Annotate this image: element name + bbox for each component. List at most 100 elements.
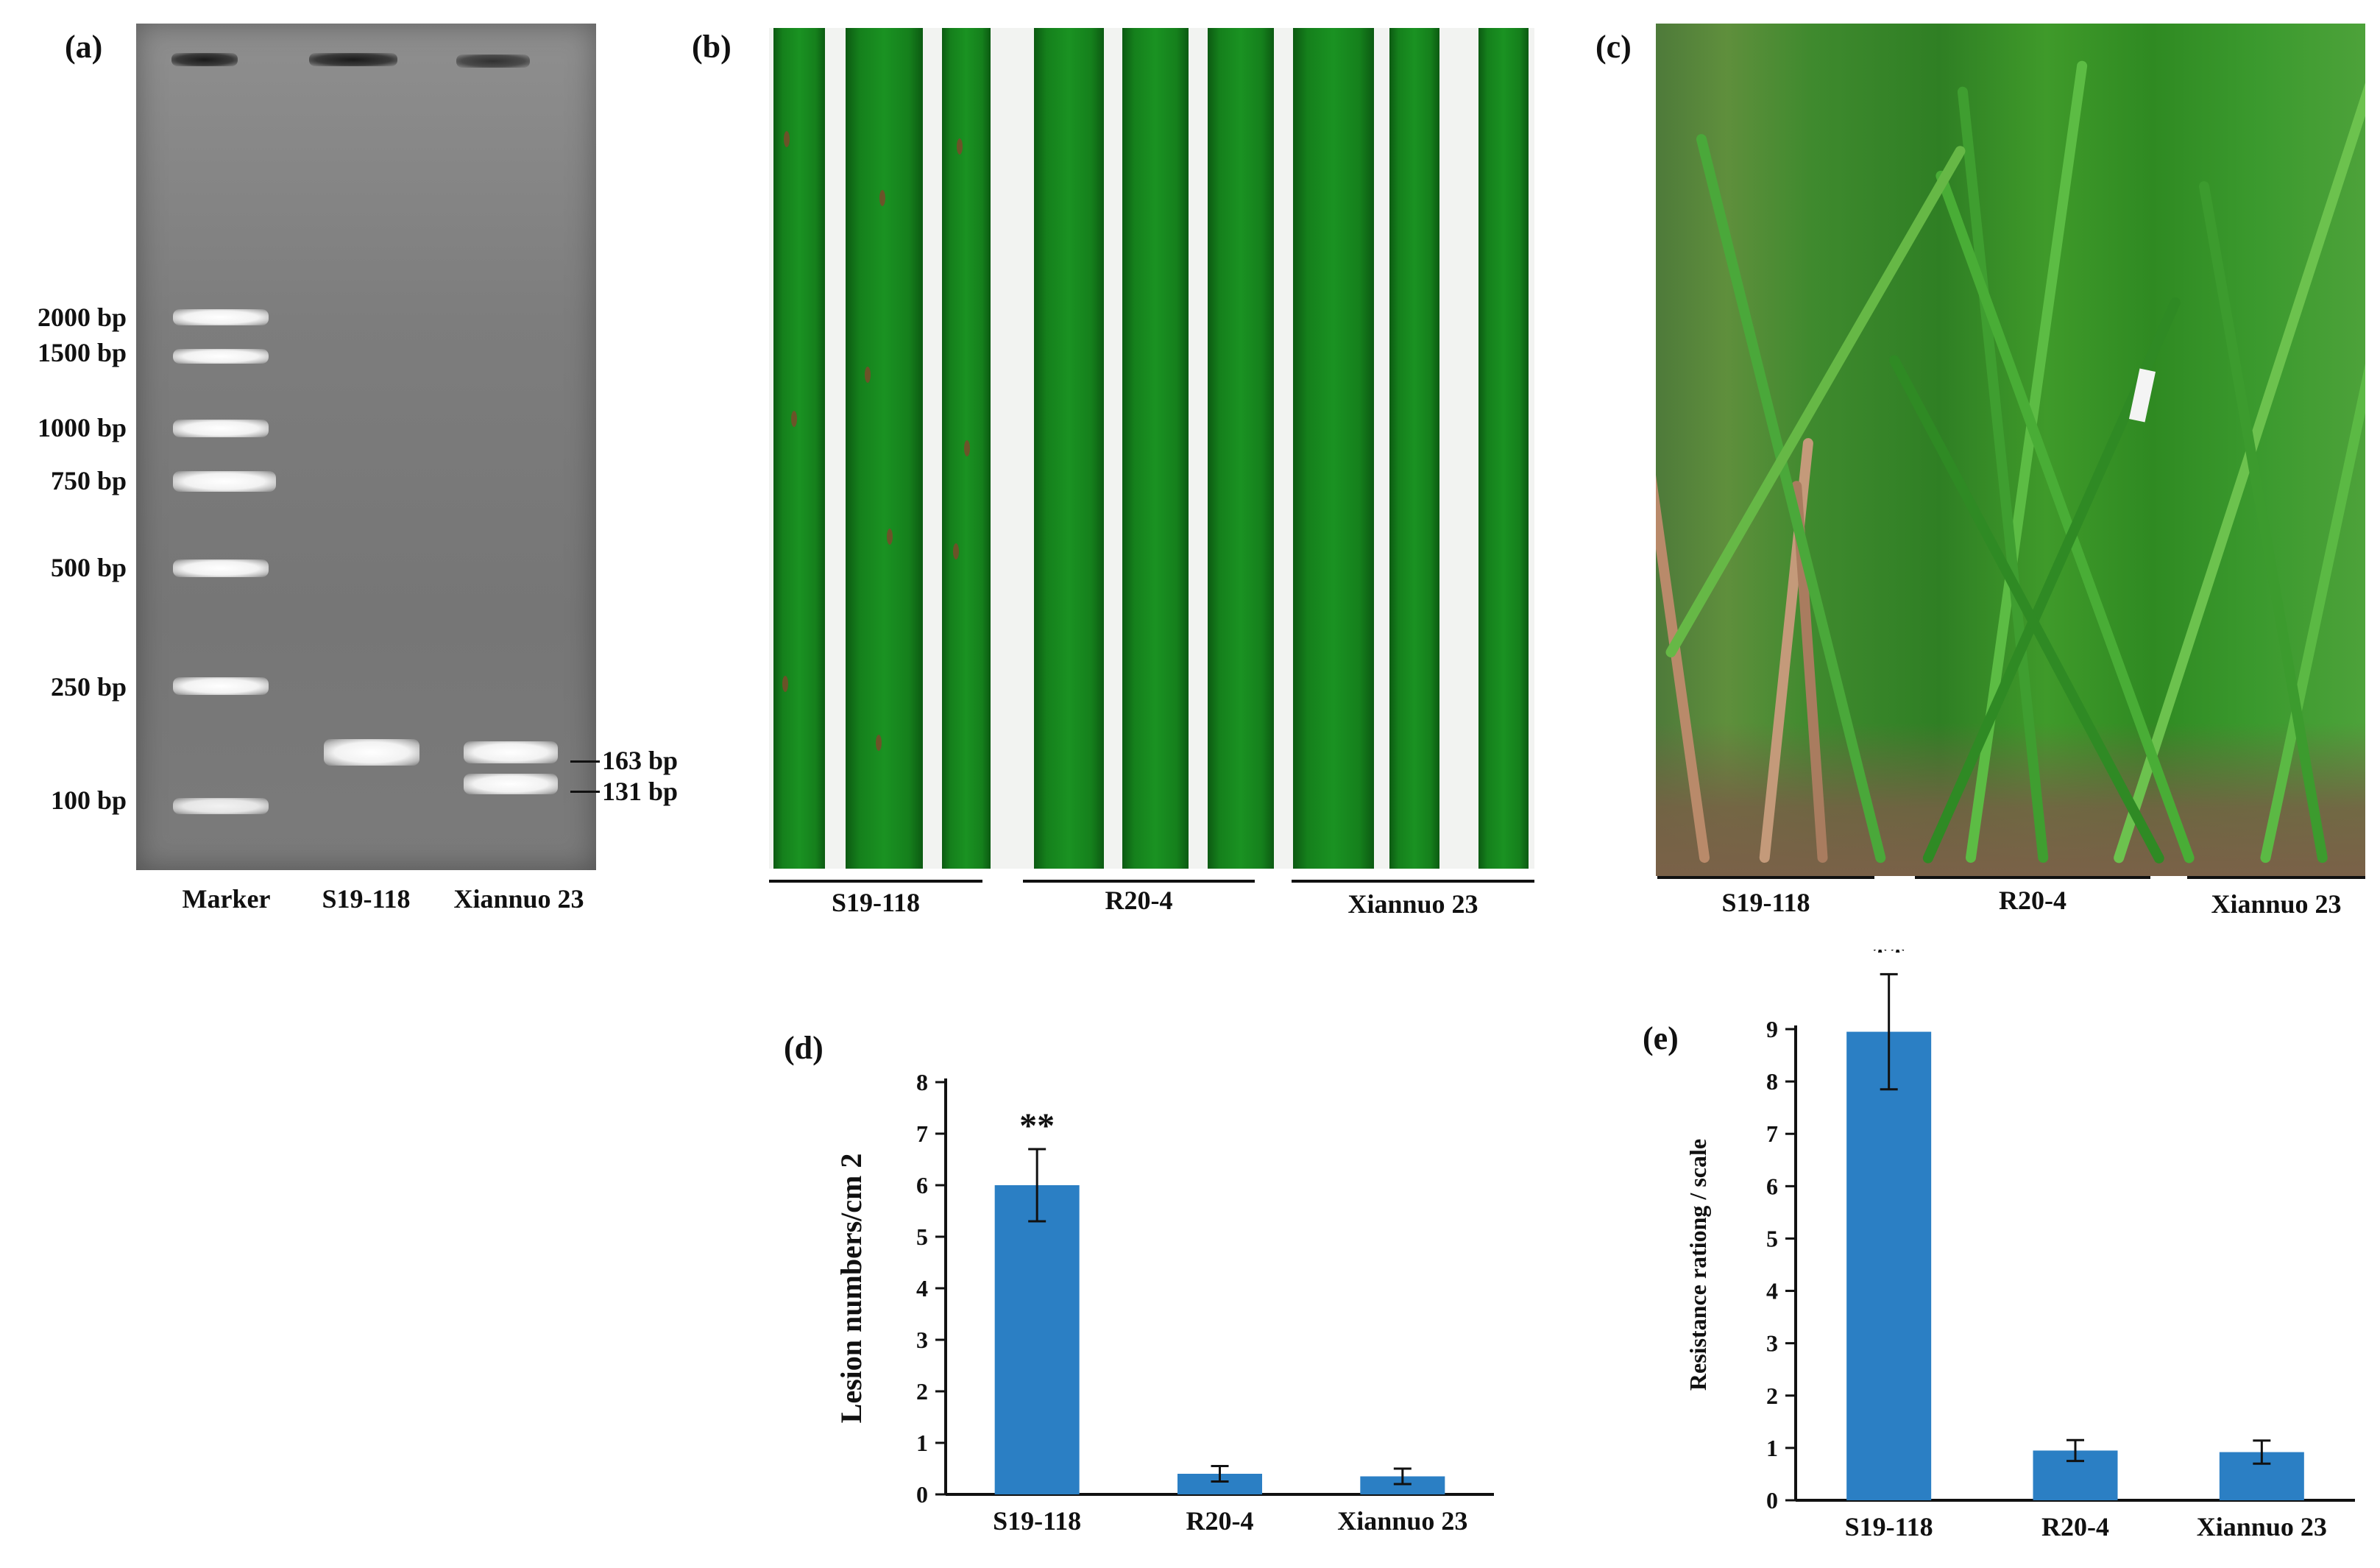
y-tick-label: 6 xyxy=(1766,1173,1778,1199)
y-tick-label: 4 xyxy=(1766,1278,1778,1304)
y-tick-label: 2 xyxy=(916,1378,928,1405)
panel-d-letter: (d) xyxy=(784,1030,824,1066)
category-label: S19-118 xyxy=(993,1506,1081,1536)
y-tick-label: 0 xyxy=(916,1481,928,1508)
lesion-spot xyxy=(865,367,871,383)
group-line-c-xiannuo xyxy=(2187,876,2365,879)
ladder-band-1500 xyxy=(173,349,269,364)
category-label: Xiannuo 23 xyxy=(1337,1506,1467,1536)
group-label-c-xiannuo: Xiannuo 23 xyxy=(2211,889,2342,919)
y-tick-label: 8 xyxy=(916,1069,928,1095)
ladder-band-2000 xyxy=(173,309,269,325)
leaf xyxy=(846,28,923,869)
leaf-photo xyxy=(769,28,1534,869)
y-axis-label: Lesion numbers/cm 2 xyxy=(835,1154,868,1424)
ladder-band-500 xyxy=(173,559,269,577)
y-tick-label: 1 xyxy=(1766,1435,1778,1461)
xiannuo-well xyxy=(456,54,530,68)
y-tick-label: 4 xyxy=(916,1275,928,1302)
leaf xyxy=(1034,28,1104,869)
y-tick-label: 3 xyxy=(1766,1330,1778,1357)
marker-label-250: 250 bp xyxy=(50,672,127,702)
y-axis-label: Resistance rationg / scale xyxy=(1685,1139,1711,1391)
y-tick-label: 8 xyxy=(1766,1068,1778,1095)
y-tick-label: 3 xyxy=(916,1327,928,1353)
green-blade xyxy=(2259,84,2365,864)
lane-label-xiannuo: Xiannuo 23 xyxy=(453,884,584,914)
marker-label-2000: 2000 bp xyxy=(37,303,127,332)
bar xyxy=(994,1185,1080,1494)
ladder-band-100 xyxy=(173,798,269,814)
leaf xyxy=(1478,28,1529,869)
band-label-163: 163 bp xyxy=(602,746,679,775)
marker-label-1500: 1500 bp xyxy=(37,338,127,367)
leaf xyxy=(1389,28,1439,869)
significance-marker: ** xyxy=(1871,950,1907,970)
category-label: Xiannuo 23 xyxy=(2197,1512,2327,1541)
ladder-band-250 xyxy=(173,677,269,695)
marker-label-1000: 1000 bp xyxy=(37,413,127,442)
lesion-spot xyxy=(964,440,970,456)
green-blade xyxy=(1695,133,1887,864)
y-tick-label: 2 xyxy=(1766,1382,1778,1409)
y-tick-label: 9 xyxy=(1766,1016,1778,1042)
y-tick-label: 5 xyxy=(916,1223,928,1250)
ladder-band-750 xyxy=(173,471,276,492)
pointer-131 xyxy=(570,791,600,793)
lesion-bar-chart: 0 1 2 3 4 5 6 7 8 Lesion numbers/cm 2 ** S19-118 R20… xyxy=(835,1069,1494,1536)
group-label-b-r20: R20-4 xyxy=(1105,886,1173,915)
band-label-131: 131 bp xyxy=(602,777,679,806)
lesion-spot xyxy=(953,543,959,559)
group-label-c-s19: S19-118 xyxy=(1721,888,1810,917)
marker-well xyxy=(171,53,238,66)
panel-c-letter: (c) xyxy=(1595,29,1632,65)
group-line-c-s19 xyxy=(1657,876,1874,879)
pointer-163 xyxy=(570,760,600,763)
marker-label-100: 100 bp xyxy=(50,785,127,815)
group-line-b-s19 xyxy=(769,880,982,883)
leaf xyxy=(773,28,825,869)
panel-e-letter: (e) xyxy=(1643,1020,1679,1056)
category-label: R20-4 xyxy=(1186,1506,1254,1536)
ladder-band-1000 xyxy=(173,420,269,437)
y-tick-label: 6 xyxy=(916,1172,928,1198)
lesion-spot xyxy=(957,138,963,155)
leaf xyxy=(1293,28,1374,869)
group-line-b-r20 xyxy=(1023,880,1255,883)
leaf xyxy=(1208,28,1274,869)
resistance-bar-chart: 0 1 2 3 4 5 6 7 8 9 Resistance rationg / scale ** S1… xyxy=(1685,950,2355,1541)
lesion-spot xyxy=(887,529,893,545)
y-tick-label: 7 xyxy=(1766,1120,1778,1147)
category-label: R20-4 xyxy=(2041,1512,2109,1541)
group-label-b-s19: S19-118 xyxy=(831,888,921,917)
green-blade xyxy=(1957,86,2049,864)
lesion-spot xyxy=(879,190,885,206)
marker-label-500: 500 bp xyxy=(50,553,127,582)
gel-image xyxy=(136,24,596,870)
leaf xyxy=(1122,28,1189,869)
s19-band-163 xyxy=(324,739,419,766)
y-tick-label: 5 xyxy=(1766,1225,1778,1251)
lesion-spot xyxy=(791,411,797,427)
group-label-c-r20: R20-4 xyxy=(1999,886,2066,915)
group-line-b-xiannuo xyxy=(1292,880,1534,883)
y-tick-label: 7 xyxy=(916,1120,928,1147)
y-tick-label: 0 xyxy=(1766,1487,1778,1514)
lesion-spot xyxy=(782,676,788,692)
lane-label-s19: S19-118 xyxy=(322,884,411,914)
field-photo xyxy=(1656,24,2365,876)
category-label: S19-118 xyxy=(1845,1512,1933,1541)
panel-b-letter: (b) xyxy=(692,29,732,65)
marker-label-750: 750 bp xyxy=(50,466,127,495)
xiannuo-band-163 xyxy=(464,741,558,763)
s19-well xyxy=(309,53,397,66)
group-line-c-r20 xyxy=(1915,876,2150,879)
lesion-spot xyxy=(876,735,882,751)
xiannuo-band-131 xyxy=(464,774,558,794)
panel-a-letter: (a) xyxy=(65,29,103,65)
bar xyxy=(1846,1031,1932,1500)
y-tick-label: 1 xyxy=(916,1430,928,1456)
lesion-spot xyxy=(784,131,790,147)
significance-marker: ** xyxy=(1019,1106,1055,1145)
group-label-b-xiannuo: Xiannuo 23 xyxy=(1347,889,1478,919)
